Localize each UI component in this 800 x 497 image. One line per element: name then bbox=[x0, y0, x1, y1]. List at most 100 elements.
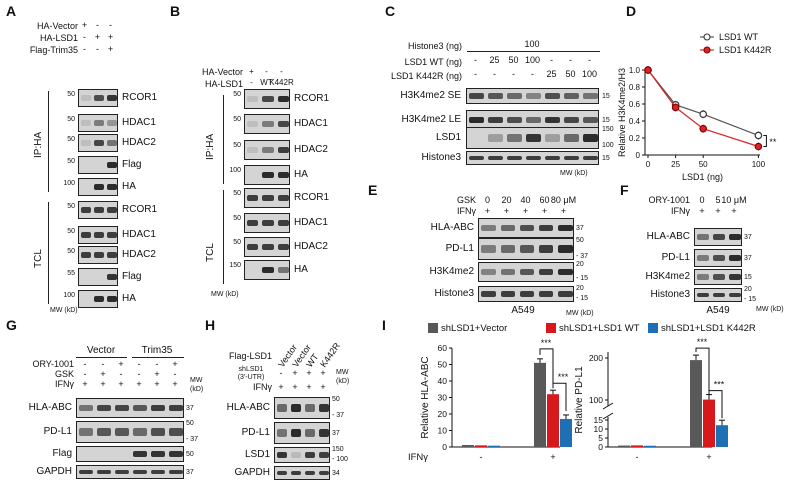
lane-mark: - bbox=[265, 67, 268, 76]
blot-band bbox=[169, 451, 183, 457]
mw-marker: 37 bbox=[186, 405, 194, 412]
protein-label: PD-L1 bbox=[241, 427, 270, 438]
blot-band bbox=[318, 452, 329, 458]
blot-band bbox=[93, 184, 105, 190]
blot-band bbox=[107, 162, 117, 168]
series-line-0 bbox=[647, 69, 759, 137]
blot-band bbox=[79, 469, 93, 475]
protein-label: HA bbox=[294, 169, 308, 180]
blot-band bbox=[246, 219, 259, 227]
blot-band bbox=[304, 470, 316, 476]
histone-bracket bbox=[467, 51, 600, 52]
lane-mark: - bbox=[96, 20, 99, 30]
y-tick-label: 0 bbox=[442, 442, 447, 452]
blot-rcor1 bbox=[244, 89, 290, 109]
lane-mark: - bbox=[137, 369, 141, 379]
protein-label: HLA-ABC bbox=[430, 222, 474, 233]
legend-label: LSD1 WT bbox=[719, 32, 759, 42]
y-tick-label: 40 bbox=[438, 376, 448, 386]
bar bbox=[644, 445, 656, 447]
protein-label: RCOR1 bbox=[122, 204, 158, 215]
significance-bracket bbox=[552, 382, 567, 411]
blot-band bbox=[246, 146, 259, 154]
blot-band bbox=[564, 116, 579, 124]
protein-label: HDAC2 bbox=[294, 241, 328, 252]
blot-band bbox=[728, 274, 741, 280]
blot-h3k4me2 bbox=[694, 269, 742, 285]
protein-label: LSD1 bbox=[244, 449, 270, 460]
protein-label: HLA-ABC bbox=[646, 231, 690, 242]
blot-band bbox=[80, 140, 91, 146]
y-tick-label: 0.2 bbox=[629, 134, 641, 143]
lane-mark: + bbox=[136, 379, 142, 389]
lane-mark: - bbox=[588, 55, 591, 65]
protein-label: PD-L1 bbox=[445, 243, 474, 254]
blot-band bbox=[519, 268, 535, 276]
mw-unit-label: MW (kD) bbox=[560, 170, 588, 177]
condition-label: ORY-1001 bbox=[32, 359, 74, 369]
blot-band bbox=[107, 296, 117, 302]
bar bbox=[716, 425, 728, 447]
significance-bracket bbox=[763, 134, 767, 147]
mw-marker: 37 bbox=[744, 234, 752, 241]
blot-hdac2 bbox=[244, 140, 290, 160]
mw-unit-label-2: (kD) bbox=[336, 378, 350, 385]
blot-ha bbox=[244, 260, 290, 280]
protein-label: Flag bbox=[122, 271, 142, 282]
blot-band bbox=[93, 207, 105, 213]
mw-marker: 55 bbox=[67, 270, 75, 277]
lane-mark: - bbox=[531, 69, 534, 79]
blot-band bbox=[538, 245, 554, 253]
blot-band bbox=[80, 252, 91, 258]
lane-mark: + bbox=[172, 379, 178, 389]
lane-mark: - bbox=[83, 32, 86, 42]
lane-mark: - bbox=[280, 67, 283, 76]
blot-band bbox=[538, 224, 554, 232]
significance-bracket bbox=[708, 390, 723, 419]
mw-marker: 20 bbox=[576, 285, 584, 292]
blot-band bbox=[526, 134, 541, 142]
protein-label: Flag bbox=[122, 159, 142, 170]
blot-hdac2 bbox=[78, 246, 118, 264]
axis-break-mark bbox=[602, 402, 614, 410]
condition-label: HA-Vector bbox=[36, 21, 78, 31]
blot-band bbox=[97, 428, 111, 436]
blot-rcor1 bbox=[78, 89, 118, 107]
blot-hdac2 bbox=[78, 134, 118, 152]
blot-band bbox=[107, 274, 117, 280]
protein-label: RCOR1 bbox=[294, 192, 330, 203]
blot-band bbox=[564, 134, 579, 142]
y-tick-label: 30 bbox=[438, 393, 448, 403]
lane-mark: - bbox=[569, 55, 572, 65]
y-tick-label: 1.0 bbox=[629, 66, 641, 75]
mw-marker: 50 bbox=[233, 91, 241, 98]
lane-mark: + bbox=[306, 382, 312, 392]
condition-label: LSD1 K442R (ng) bbox=[390, 71, 462, 81]
mw-unit-label: MW bbox=[190, 377, 203, 384]
blot-band bbox=[246, 243, 259, 251]
blot-band bbox=[246, 120, 259, 128]
blot-band bbox=[277, 219, 289, 227]
blot-band bbox=[558, 268, 573, 276]
blot-band bbox=[277, 146, 289, 154]
group-label-vector: Vector bbox=[86, 345, 116, 356]
blot-band bbox=[115, 404, 129, 412]
protein-label: GAPDH bbox=[36, 466, 72, 477]
blot-band bbox=[545, 93, 560, 99]
x-category-label: - bbox=[480, 452, 483, 462]
panel-label-g: G bbox=[6, 317, 17, 333]
lane-mark: 0 bbox=[699, 195, 705, 205]
significance-label: *** bbox=[541, 338, 552, 348]
mw-unit-label: MW (kD) bbox=[566, 310, 594, 317]
lane-mark: + bbox=[278, 382, 284, 392]
blot-band bbox=[93, 120, 105, 126]
group-bracket bbox=[132, 357, 184, 358]
blot-band bbox=[583, 134, 598, 142]
lane-mark: + bbox=[541, 206, 548, 216]
lane-mark: - bbox=[512, 69, 515, 79]
lane-mark: - bbox=[155, 359, 159, 369]
blot-hla-abc bbox=[694, 228, 742, 246]
blot-band bbox=[519, 291, 535, 297]
mw-unit-label: MW (kD) bbox=[50, 307, 78, 314]
